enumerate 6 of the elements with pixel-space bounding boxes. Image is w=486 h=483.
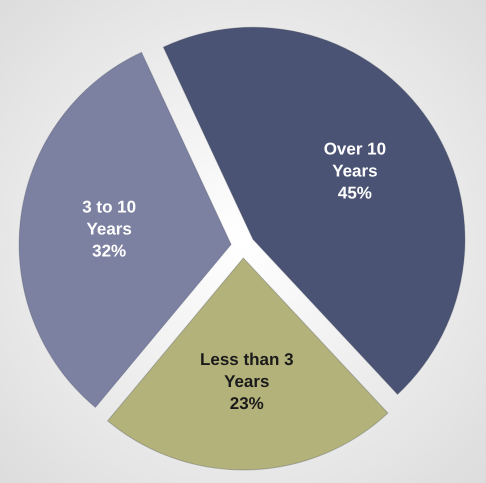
- data-label: 32%: [92, 242, 126, 261]
- data-label: 45%: [338, 183, 372, 202]
- data-label: 23%: [230, 394, 264, 413]
- slice-label: Less than 3 Years: [200, 350, 294, 391]
- slice-label: Over 10 Years: [324, 139, 386, 180]
- slice-label: 3 to 10 Years: [82, 198, 136, 239]
